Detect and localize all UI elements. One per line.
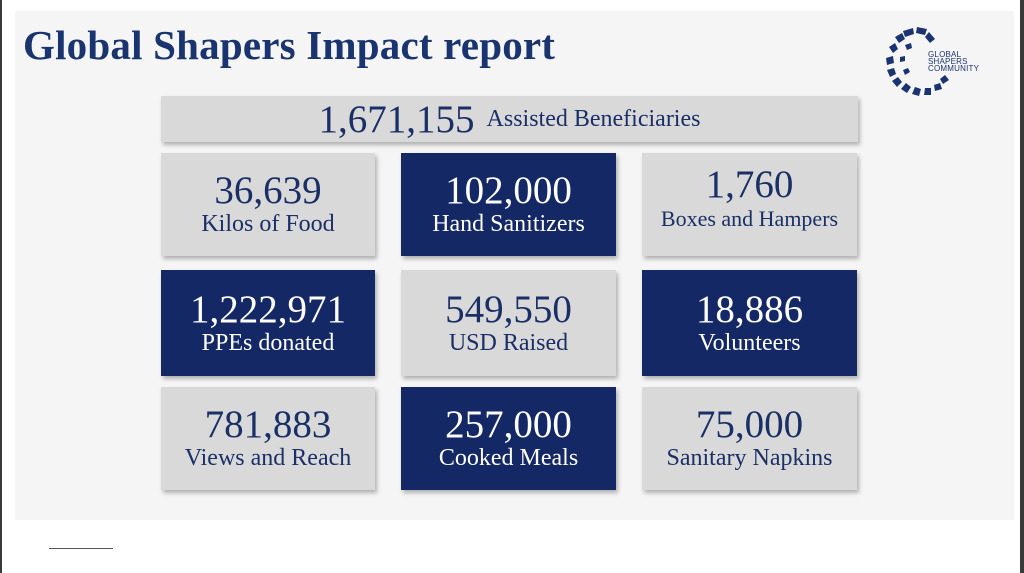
banner-label: Assisted Beneficiaries	[486, 105, 701, 132]
logo-text: GLOBAL SHAPERS COMMUNITY	[928, 50, 980, 73]
stat-label: Boxes and Hampers	[660, 206, 839, 231]
beneficiaries-banner: 1,671,155 Assisted Beneficiaries	[161, 96, 858, 142]
stat-label: Kilos of Food	[201, 211, 335, 237]
stat-tile-views-and-reach: 781,883 Views and Reach	[161, 387, 375, 490]
stat-tile-cooked-meals: 257,000 Cooked Meals	[401, 387, 616, 490]
stat-label: Views and Reach	[184, 445, 352, 471]
stat-label: Cooked Meals	[438, 445, 579, 471]
logo-text-line: COMMUNITY	[928, 64, 980, 73]
stat-label: Sanitary Napkins	[666, 445, 833, 471]
stat-tile-volunteers: 18,886 Volunteers	[642, 270, 857, 376]
stat-value: 36,639	[214, 169, 322, 212]
logo-text-line: SHAPERS	[928, 57, 968, 66]
stat-value: 549,550	[445, 287, 572, 331]
stat-value: 781,883	[204, 403, 332, 446]
stat-label: PPEs donated	[201, 329, 335, 356]
footer-divider	[49, 548, 113, 549]
global-shapers-logo: GLOBAL SHAPERS COMMUNITY	[883, 23, 993, 103]
stat-value: 1,222,971	[190, 287, 346, 331]
stat-tile-ppes-donated: 1,222,971 PPEs donated	[161, 270, 375, 376]
slide: Global Shapers Impact report	[15, 11, 1014, 520]
stat-label: USD Raised	[448, 329, 569, 356]
logo-text-line: GLOBAL	[928, 50, 962, 59]
stat-label: Hand Sanitizers	[432, 211, 585, 237]
window-edge-left	[0, 0, 2, 573]
stat-value: 102,000	[445, 169, 572, 212]
stat-value: 1,760	[705, 163, 794, 206]
window-edge-right	[1020, 0, 1024, 573]
slide-title: Global Shapers Impact report	[23, 22, 556, 68]
stat-label: Volunteers	[698, 329, 801, 356]
stat-value: 257,000	[445, 403, 572, 446]
stat-tile-boxes-and-hampers: 1,760 Boxes and Hampers	[642, 153, 857, 256]
stat-value: 18,886	[695, 287, 804, 331]
stat-value: 75,000	[695, 403, 804, 446]
stat-tile-sanitary-napkins: 75,000 Sanitary Napkins	[642, 387, 857, 490]
stat-tile-hand-sanitizers: 102,000 Hand Sanitizers	[401, 153, 616, 256]
stat-tile-kilos-of-food: 36,639 Kilos of Food	[161, 153, 375, 256]
banner-value: 1,671,155	[318, 97, 475, 141]
logo-ring-icon	[886, 27, 949, 96]
stat-tile-usd-raised: 549,550 USD Raised	[401, 270, 616, 376]
